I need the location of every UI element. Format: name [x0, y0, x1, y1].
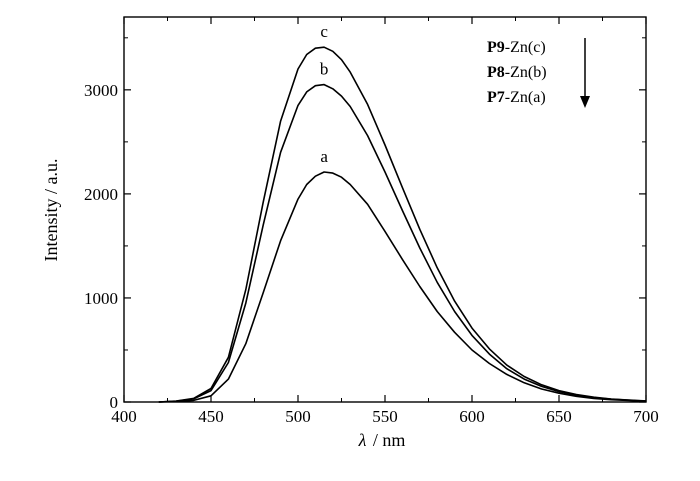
curve-a — [158, 171, 647, 403]
x-axis-unit: / nm — [373, 430, 406, 450]
legend: P9-Zn(c) P8-Zn(b) P7-Zn(a) — [487, 38, 590, 108]
curves — [158, 46, 647, 403]
x-axis-title: λ / nm — [358, 430, 406, 450]
curve-b — [158, 83, 647, 403]
x-tick-label: 550 — [372, 407, 398, 426]
curve-label-b: b — [320, 60, 329, 79]
curve-c — [158, 46, 647, 403]
x-tick-label: 600 — [459, 407, 485, 426]
legend-entry-p9: P9-Zn(c) — [487, 39, 546, 56]
legend-entry-p7: P7-Zn(a) — [487, 89, 546, 106]
x-tick-label: 500 — [285, 407, 311, 426]
curve-labels: a bc — [320, 22, 329, 166]
curve-label-c: c — [320, 22, 328, 41]
x-tick-label: 700 — [633, 407, 659, 426]
x-tick-label: 400 — [111, 407, 137, 426]
x-tick-label: 650 — [546, 407, 572, 426]
axis-ticks: 400 450 500 550 600 650 700 0 1000 2000 3000 — [84, 17, 659, 426]
y-tick-label: 1000 — [84, 289, 118, 308]
plot-frame — [123, 16, 647, 403]
y-tick-label: 0 — [110, 393, 119, 412]
down-arrow-icon — [580, 38, 590, 108]
x-tick-label: 450 — [198, 407, 224, 426]
curve-label-a: a — [320, 147, 328, 166]
y-tick-label: 2000 — [84, 185, 118, 204]
legend-entry-p8: P8-Zn(b) — [487, 64, 547, 81]
x-axis-symbol: λ — [358, 430, 367, 450]
y-tick-label: 3000 — [84, 81, 118, 100]
y-axis-title: Intensity / a.u. — [41, 159, 61, 262]
